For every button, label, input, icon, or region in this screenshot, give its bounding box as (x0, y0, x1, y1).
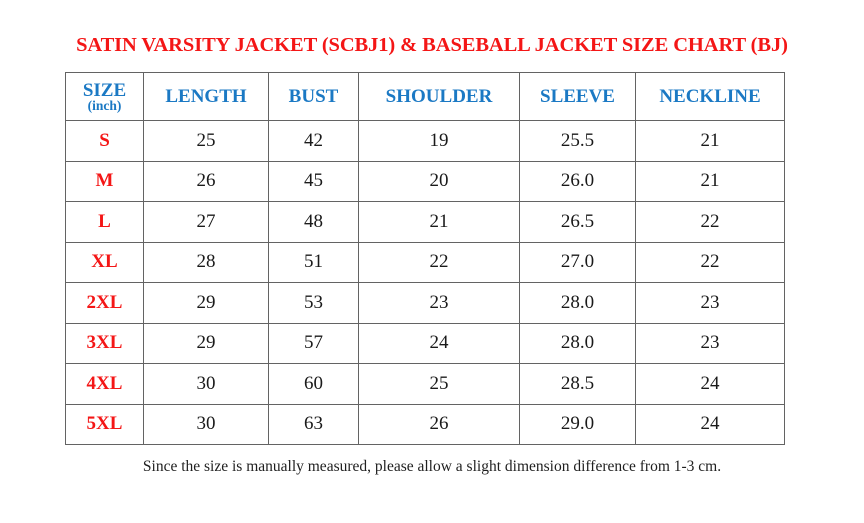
value-neckline: 22 (635, 201, 785, 243)
size-label: 3XL (65, 322, 144, 364)
table-row: 2XL 29 53 23 28.0 23 (65, 282, 785, 324)
value-neckline: 21 (635, 120, 785, 162)
value-shoulder: 19 (358, 120, 520, 162)
value-bust: 42 (268, 120, 359, 162)
value-sleeve: 29.0 (519, 403, 636, 445)
value-length: 25 (143, 120, 269, 162)
table-row: L 27 48 21 26.5 22 (65, 201, 785, 243)
value-neckline: 21 (635, 160, 785, 202)
size-label: 2XL (65, 282, 144, 324)
table-row: 4XL 30 60 25 28.5 24 (65, 363, 785, 405)
table-header: SIZE (inch) LENGTH BUST SHOULDER SLEEVE … (65, 72, 785, 121)
value-sleeve: 26.5 (519, 201, 636, 243)
measurement-disclaimer: Since the size is manually measured, ple… (142, 458, 722, 475)
value-shoulder: 20 (358, 160, 520, 202)
value-sleeve: 28.0 (519, 282, 636, 324)
table-row: 3XL 29 57 24 28.0 23 (65, 322, 785, 364)
size-label: M (65, 160, 144, 202)
table-body: S 25 42 19 25.5 21 M 26 45 20 26.0 21 L (65, 120, 785, 445)
column-header-neckline: NECKLINE (635, 72, 785, 121)
value-length: 27 (143, 201, 269, 243)
column-header-length: LENGTH (143, 72, 269, 121)
value-length: 30 (143, 363, 269, 405)
header-row: SIZE (inch) LENGTH BUST SHOULDER SLEEVE … (65, 72, 785, 121)
column-header-size-label: SIZE (82, 79, 127, 101)
value-shoulder: 21 (358, 201, 520, 243)
value-bust: 63 (268, 403, 359, 445)
value-neckline: 23 (635, 282, 785, 324)
value-sleeve: 25.5 (519, 120, 636, 162)
table-row: S 25 42 19 25.5 21 (65, 120, 785, 162)
size-label: 4XL (65, 363, 144, 405)
value-bust: 57 (268, 322, 359, 364)
size-table-container: SIZE (inch) LENGTH BUST SHOULDER SLEEVE … (65, 72, 785, 445)
column-header-sleeve: SLEEVE (519, 72, 636, 121)
value-bust: 45 (268, 160, 359, 202)
page-title: SATIN VARSITY JACKET (SCBJ1) & BASEBALL … (76, 34, 788, 56)
size-label: XL (65, 241, 144, 283)
value-length: 29 (143, 282, 269, 324)
value-sleeve: 28.0 (519, 322, 636, 364)
table-row: M 26 45 20 26.0 21 (65, 160, 785, 202)
value-shoulder: 22 (358, 241, 520, 283)
value-sleeve: 27.0 (519, 241, 636, 283)
column-header-size: SIZE (inch) (65, 72, 144, 121)
value-bust: 51 (268, 241, 359, 283)
value-neckline: 23 (635, 322, 785, 364)
table-row: 5XL 30 63 26 29.0 24 (65, 403, 785, 445)
value-bust: 48 (268, 201, 359, 243)
size-label: S (65, 120, 144, 162)
column-header-size-unit: (inch) (87, 97, 122, 113)
value-shoulder: 23 (358, 282, 520, 324)
value-length: 26 (143, 160, 269, 202)
size-label: 5XL (65, 403, 144, 445)
value-bust: 53 (268, 282, 359, 324)
size-label: L (65, 201, 144, 243)
value-shoulder: 26 (358, 403, 520, 445)
value-length: 28 (143, 241, 269, 283)
value-sleeve: 26.0 (519, 160, 636, 202)
value-shoulder: 25 (358, 363, 520, 405)
table-row: XL 28 51 22 27.0 22 (65, 241, 785, 283)
column-header-bust: BUST (268, 72, 359, 121)
column-header-shoulder: SHOULDER (358, 72, 520, 121)
value-neckline: 24 (635, 403, 785, 445)
value-length: 29 (143, 322, 269, 364)
size-chart-table: SIZE (inch) LENGTH BUST SHOULDER SLEEVE … (65, 72, 785, 445)
value-bust: 60 (268, 363, 359, 405)
value-neckline: 24 (635, 363, 785, 405)
value-sleeve: 28.5 (519, 363, 636, 405)
value-length: 30 (143, 403, 269, 445)
value-shoulder: 24 (358, 322, 520, 364)
value-neckline: 22 (635, 241, 785, 283)
